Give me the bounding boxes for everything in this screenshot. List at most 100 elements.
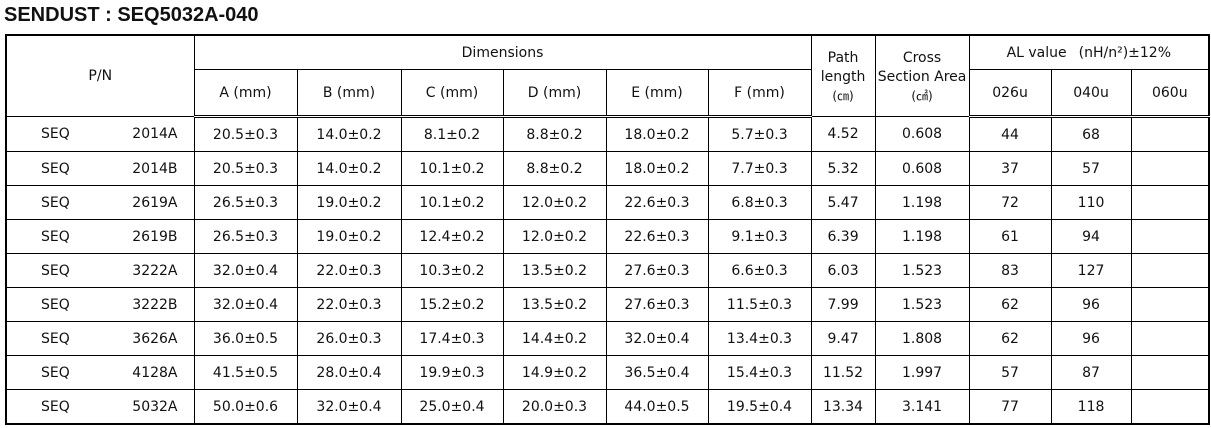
al-cell: 118: [1050, 389, 1132, 425]
dimension-cell: 12.0±0.2: [502, 185, 607, 220]
pn-code: 2014A: [132, 126, 178, 142]
al-cell: 44: [968, 116, 1052, 152]
page-title: SENDUST : SEQ5032A-040: [4, 4, 259, 26]
data-row: SEQ 2619B 26.5±0.3 19.0±0.2 12.4±0.2 12.0±0.2…: [5, 219, 1210, 254]
al-label: AL value: [1006, 44, 1067, 61]
pn-cell: SEQ 2014B: [5, 151, 195, 186]
pn-series: SEQ: [41, 262, 70, 279]
dimension-column-header: B (mm): [296, 69, 402, 118]
pn-wrap: SEQ 3222A: [7, 263, 194, 279]
dimension-cell: 14.0±0.2: [296, 151, 402, 186]
path-cell: 6.03: [810, 253, 876, 288]
dimension-cell: 32.0±0.4: [296, 389, 402, 425]
pn-code: 2619B: [132, 228, 178, 245]
al-header: AL value (nH/n²)±12%: [968, 34, 1210, 70]
area-cell: 1.198: [874, 219, 970, 254]
dimension-cell: 19.9±0.3: [400, 355, 504, 390]
data-row: SEQ 2014A 20.5±0.3 14.0±0.2 8.1±0.2 8.8±0.2 18…: [5, 116, 1210, 152]
al-cell: 94: [1050, 219, 1132, 254]
al-cell: 96: [1050, 321, 1132, 356]
dimension-cell: 44.0±0.5: [605, 389, 709, 425]
pn-code: 5032A: [132, 398, 178, 415]
dimension-cell: 8.1±0.2: [400, 116, 504, 152]
dimension-column-header: F (mm): [707, 69, 812, 118]
data-row: SEQ 4128A 41.5±0.5 28.0±0.4 19.9±0.3 14.9±0.2…: [5, 355, 1210, 390]
al-cell: 127: [1050, 253, 1132, 288]
area-cell: 1.997: [874, 355, 970, 390]
pn-cell: SEQ 5032A: [5, 389, 195, 425]
dimension-cell: 15.4±0.3: [707, 355, 812, 390]
dimension-cell: 15.2±0.2: [400, 287, 504, 322]
al-cell: 87: [1050, 355, 1132, 390]
subheader-row: A (mm) B (mm) C (mm) D (mm) E (mm) F (mm) 026u…: [6, 69, 1210, 118]
pn-wrap: SEQ 5032A: [7, 399, 194, 415]
path-cell: 13.34: [810, 389, 876, 425]
al-unit: (nH/n²)±12%: [1078, 44, 1172, 61]
pn-wrap: SEQ 2014A: [7, 126, 194, 142]
pn-code: 2014B: [132, 160, 178, 177]
al-cell-empty: [1130, 321, 1210, 356]
al-column-header: 026u: [968, 69, 1052, 118]
dimension-cell: 20.5±0.3: [193, 151, 298, 186]
dimension-cell: 26.0±0.3: [296, 321, 402, 356]
al-cell: 61: [968, 219, 1052, 254]
pn-series: SEQ: [41, 160, 70, 177]
path-cell: 4.52: [810, 116, 876, 152]
path-cell: 6.39: [810, 219, 876, 254]
path-cell: 5.47: [810, 185, 876, 220]
data-row: SEQ 5032A 50.0±0.6 32.0±0.4 25.0±0.4 20.0±0.3…: [5, 389, 1210, 425]
pn-cell: SEQ 3222B: [5, 287, 195, 322]
dimension-cell: 36.0±0.5: [193, 321, 298, 356]
data-row: SEQ 2619A 26.5±0.3 19.0±0.2 10.1±0.2 12.0±0.2…: [5, 185, 1210, 220]
dimension-cell: 10.1±0.2: [400, 151, 504, 186]
pn-series: SEQ: [41, 398, 70, 415]
cross-header: Cross Section Area (㎠): [874, 34, 970, 117]
path-cell: 7.99: [810, 287, 876, 322]
al-cell: 83: [968, 253, 1052, 288]
area-cell: 1.808: [874, 321, 970, 356]
pn-series: SEQ: [41, 228, 70, 245]
dimensions-header: Dimensions: [193, 34, 812, 70]
al-cell: 62: [968, 287, 1052, 322]
dimension-cell: 19.5±0.4: [707, 389, 812, 425]
pn-wrap: SEQ 2619A: [7, 195, 194, 211]
pn-code: 2619A: [132, 194, 178, 211]
pn-cell: SEQ 2619B: [5, 219, 195, 254]
pn-cell: SEQ 2014A: [5, 116, 195, 152]
dimension-cell: 26.5±0.3: [193, 185, 298, 220]
pn-code: 3626A: [132, 330, 178, 347]
path-unit: (㎝): [832, 88, 854, 103]
pn-wrap: SEQ 2619B: [7, 229, 194, 245]
dimension-cell: 36.5±0.4: [605, 355, 709, 390]
dimension-cell: 32.0±0.4: [193, 253, 298, 288]
dimension-cell: 19.0±0.2: [296, 219, 402, 254]
dimension-cell: 8.8±0.2: [502, 151, 607, 186]
al-cell-empty: [1130, 219, 1210, 254]
path-cell: 5.32: [810, 151, 876, 186]
dimension-cell: 13.5±0.2: [502, 287, 607, 322]
al-cell: 57: [968, 355, 1052, 390]
al-cell-empty: [1130, 253, 1210, 288]
al-cell-empty: [1130, 185, 1210, 220]
dimension-cell: 20.0±0.3: [502, 389, 607, 425]
path-cell: 11.52: [810, 355, 876, 390]
dimension-cell: 27.6±0.3: [605, 287, 709, 322]
pn-header: P/N: [5, 34, 195, 117]
al-cell: 37: [968, 151, 1052, 186]
dimension-cell: 17.4±0.3: [400, 321, 504, 356]
area-cell: 1.198: [874, 185, 970, 220]
data-row: SEQ 2014B 20.5±0.3 14.0±0.2 10.1±0.2 8.8±0.2 1…: [5, 151, 1210, 186]
al-cell-empty: [1130, 116, 1210, 152]
dimension-cell: 25.0±0.4: [400, 389, 504, 425]
al-cell-empty: [1130, 389, 1210, 425]
dimension-cell: 20.5±0.3: [193, 116, 298, 152]
dimension-cell: 32.0±0.4: [193, 287, 298, 322]
dimension-cell: 22.6±0.3: [605, 219, 709, 254]
dimension-cell: 18.0±0.2: [605, 151, 709, 186]
pn-series: SEQ: [41, 194, 70, 211]
dimension-cell: 10.3±0.2: [400, 253, 504, 288]
dimension-cell: 19.0±0.2: [296, 185, 402, 220]
area-cell: 1.523: [874, 287, 970, 322]
dimension-cell: 8.8±0.2: [502, 116, 607, 152]
